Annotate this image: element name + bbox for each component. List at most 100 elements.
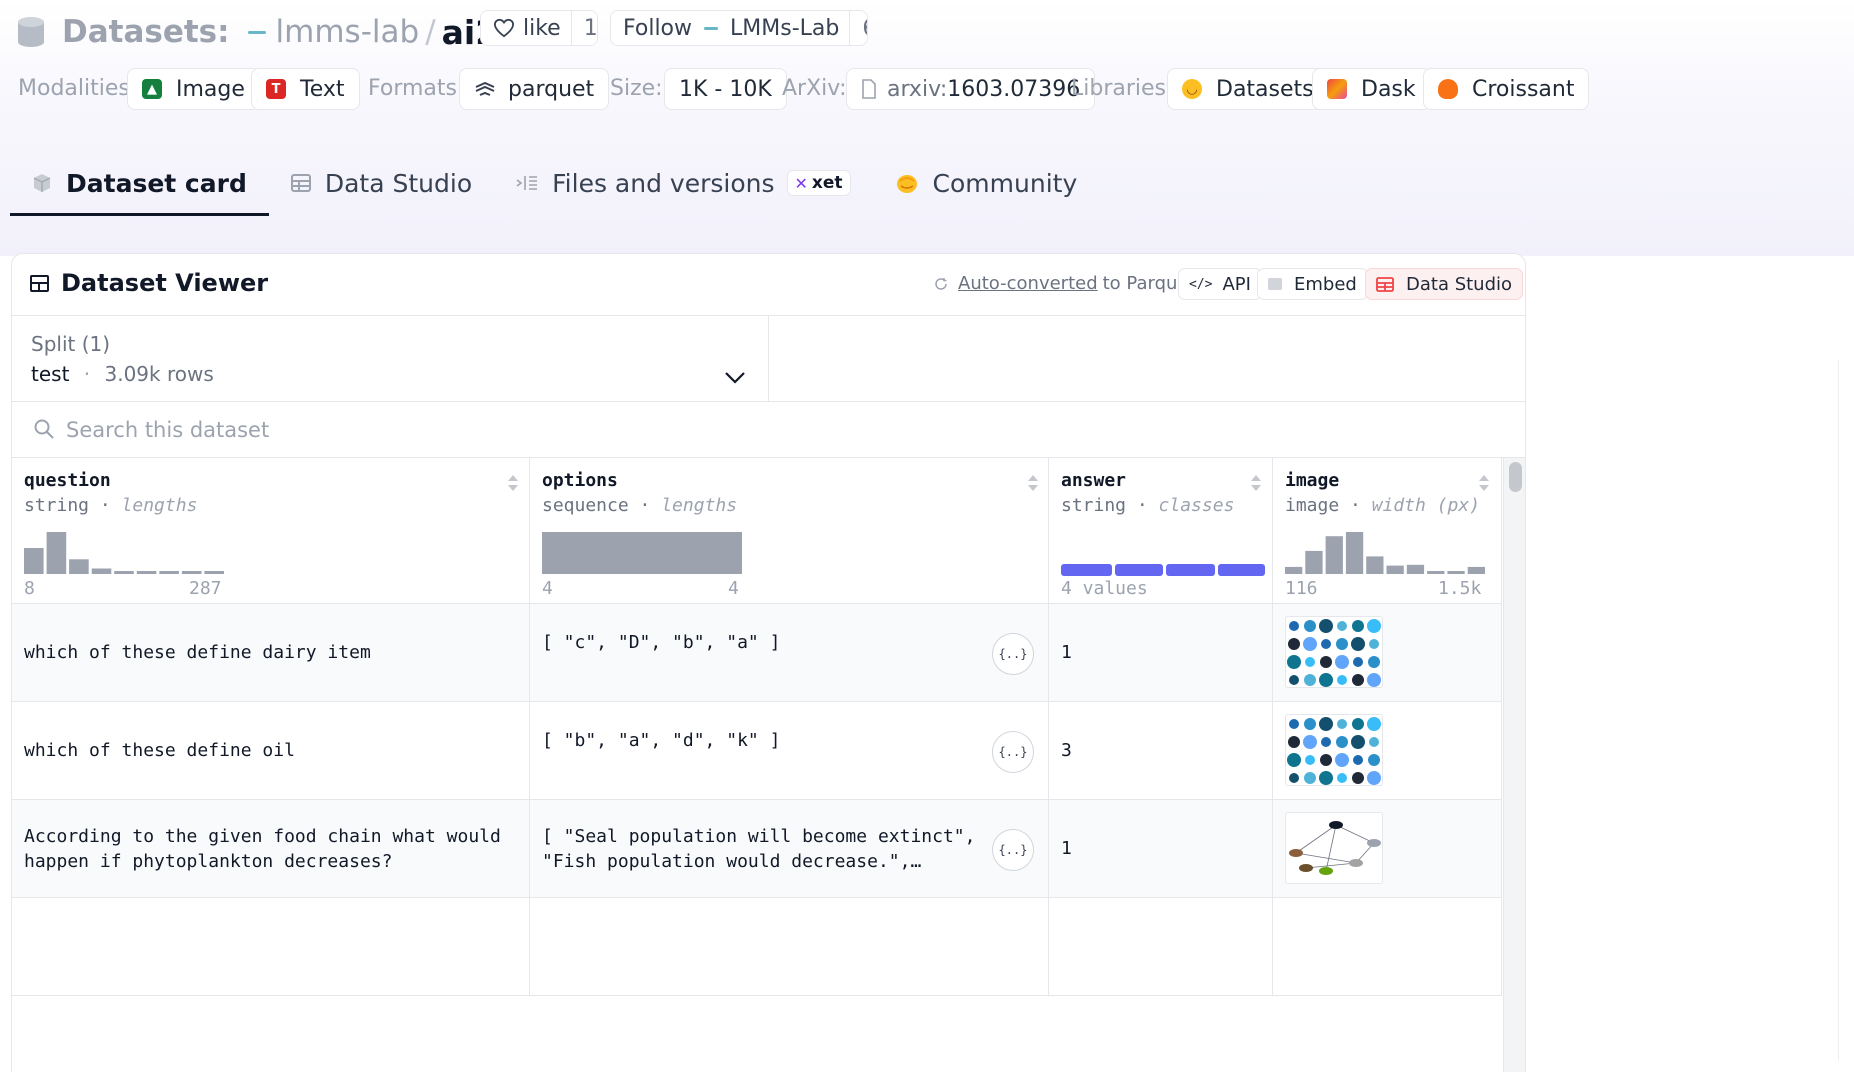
- histogram-bar[interactable]: [1427, 571, 1445, 574]
- histogram-bar[interactable]: [24, 548, 44, 574]
- class-segment[interactable]: [1061, 564, 1112, 576]
- tag-library-datasets[interactable]: ◡ Datasets: [1167, 68, 1329, 110]
- size-label: Size:: [610, 76, 663, 101]
- question-cell[interactable]: According to the given food chain what w…: [12, 800, 530, 898]
- class-distribution-bar[interactable]: [1061, 564, 1266, 576]
- image-cell[interactable]: [1273, 898, 1502, 996]
- tag-format-parquet[interactable]: parquet: [459, 68, 610, 110]
- xet-icon: ✕: [794, 173, 808, 193]
- histogram-bar[interactable]: [1386, 565, 1404, 574]
- tag-size[interactable]: 1K - 10K: [664, 68, 787, 110]
- histogram-bar[interactable]: [69, 559, 89, 574]
- histogram-bar[interactable]: [1345, 532, 1364, 574]
- table-scrollbar[interactable]: [1503, 458, 1525, 1072]
- histogram-bar[interactable]: [1467, 566, 1485, 574]
- table-row[interactable]: which of these define oil [ "b", "a", "d…: [12, 702, 1502, 800]
- column-type: image · width (px): [1285, 495, 1481, 516]
- table-row[interactable]: According to the given food chain what w…: [12, 800, 1502, 898]
- tag-modality-image[interactable]: ▲ Image: [127, 68, 260, 110]
- histogram-bar[interactable]: [1285, 566, 1303, 574]
- options-text-line-1: [ "Seal population will become extinct",: [542, 826, 976, 847]
- question-cell[interactable]: which of these define oil: [12, 702, 530, 800]
- answer-cell[interactable]: 1: [1049, 604, 1273, 702]
- histogram-image[interactable]: [1285, 528, 1485, 574]
- follow-button[interactable]: Follow LMMs-Lab 696: [610, 10, 868, 46]
- answer-cell[interactable]: 3: [1049, 702, 1273, 800]
- options-cell[interactable]: [ "c", "D", "b", "a" ] {..}: [530, 604, 1049, 702]
- histogram-bar[interactable]: [91, 568, 112, 575]
- histogram-bar[interactable]: [46, 532, 67, 574]
- chevron-down-icon: [725, 372, 745, 384]
- histogram-bar[interactable]: [114, 571, 134, 574]
- search-icon: [34, 419, 54, 439]
- image-cell[interactable]: [1273, 800, 1502, 898]
- tag-modality-text[interactable]: T Text: [251, 68, 360, 110]
- histogram-bar[interactable]: [1366, 556, 1384, 574]
- table-row[interactable]: [12, 898, 1502, 996]
- tag-library-croissant[interactable]: Croissant: [1423, 68, 1590, 110]
- tab-dataset-card[interactable]: Dataset card: [10, 150, 269, 216]
- histogram-bar[interactable]: [136, 571, 157, 574]
- histogram-question[interactable]: [24, 528, 224, 574]
- image-thumbnail[interactable]: [1285, 714, 1383, 786]
- histogram-bar[interactable]: [1305, 550, 1323, 574]
- column-header-question[interactable]: question string · lengths 8 287: [12, 458, 530, 604]
- table-row[interactable]: which of these define dairy item [ "c", …: [12, 604, 1502, 702]
- embed-button[interactable]: Embed: [1257, 268, 1368, 300]
- histogram-bar[interactable]: [159, 571, 179, 574]
- class-segment[interactable]: [1218, 564, 1266, 576]
- column-header-image[interactable]: image image · width (px) 116 1.5k: [1273, 458, 1502, 604]
- food-grid-image: [1287, 619, 1381, 687]
- split-selector[interactable]: Split (1) test · 3.09k rows: [12, 316, 769, 402]
- sort-icon[interactable]: [506, 472, 520, 494]
- org-link[interactable]: lmms-lab: [275, 14, 420, 50]
- tab-data-studio[interactable]: Data Studio: [269, 150, 494, 216]
- datasets-label[interactable]: Datasets:: [62, 14, 230, 50]
- column-type-name: string: [1061, 495, 1127, 516]
- image-thumbnail[interactable]: [1285, 812, 1383, 884]
- column-header-options[interactable]: options sequence · lengths 4 4: [530, 458, 1049, 604]
- tag-library-dask[interactable]: Dask: [1312, 68, 1431, 110]
- question-text: which of these define oil: [24, 740, 295, 761]
- table-icon: [1376, 276, 1394, 292]
- auto-converted-note: Auto-converted to Parquet: [934, 273, 1196, 294]
- histogram-options[interactable]: [542, 528, 742, 574]
- column-header-answer[interactable]: answer string · classes 4 values: [1049, 458, 1273, 604]
- histogram-bar[interactable]: [1447, 571, 1465, 574]
- scrollbar-thumb[interactable]: [1509, 462, 1522, 492]
- expand-json-button[interactable]: {..}: [992, 829, 1034, 871]
- image-cell[interactable]: [1273, 604, 1502, 702]
- histogram-bar[interactable]: [204, 571, 224, 574]
- class-segment[interactable]: [1166, 564, 1216, 576]
- search-input[interactable]: [66, 412, 666, 448]
- auto-converted-link[interactable]: Auto-converted: [958, 273, 1098, 294]
- options-cell[interactable]: [530, 898, 1049, 996]
- sort-icon[interactable]: [1477, 472, 1491, 494]
- histogram-bar[interactable]: [181, 571, 202, 574]
- question-cell[interactable]: which of these define dairy item: [12, 604, 530, 702]
- class-segment[interactable]: [1114, 564, 1164, 576]
- histogram-bar[interactable]: [542, 532, 742, 574]
- answer-cell[interactable]: 1: [1049, 800, 1273, 898]
- tag-arxiv[interactable]: arxiv: 1603.07396: [846, 68, 1096, 110]
- like-button[interactable]: like 17: [480, 10, 598, 46]
- sort-icon[interactable]: [1026, 472, 1040, 494]
- image-thumbnail[interactable]: [1285, 616, 1383, 688]
- histogram-bar[interactable]: [1406, 564, 1425, 574]
- options-cell[interactable]: [ "b", "a", "d", "k" ] {..}: [530, 702, 1049, 800]
- sort-icon[interactable]: [1249, 472, 1263, 494]
- expand-json-button[interactable]: {..}: [992, 633, 1034, 675]
- histogram-min: 8: [24, 578, 35, 599]
- histogram-bar[interactable]: [1325, 536, 1343, 574]
- tab-community[interactable]: Community: [873, 150, 1100, 216]
- arxiv-label: ArXiv:: [782, 76, 847, 101]
- options-cell[interactable]: [ "Seal population will become extinct",…: [530, 800, 1049, 898]
- histogram-max: 1.5k: [1438, 578, 1482, 599]
- answer-cell[interactable]: [1049, 898, 1273, 996]
- expand-json-button[interactable]: {..}: [992, 731, 1034, 773]
- api-button[interactable]: </> API: [1178, 268, 1262, 300]
- image-cell[interactable]: [1273, 702, 1502, 800]
- data-studio-button[interactable]: Data Studio: [1365, 268, 1524, 300]
- tab-files-and-versions[interactable]: Files and versions ✕ xet: [494, 150, 872, 216]
- question-cell[interactable]: [12, 898, 530, 996]
